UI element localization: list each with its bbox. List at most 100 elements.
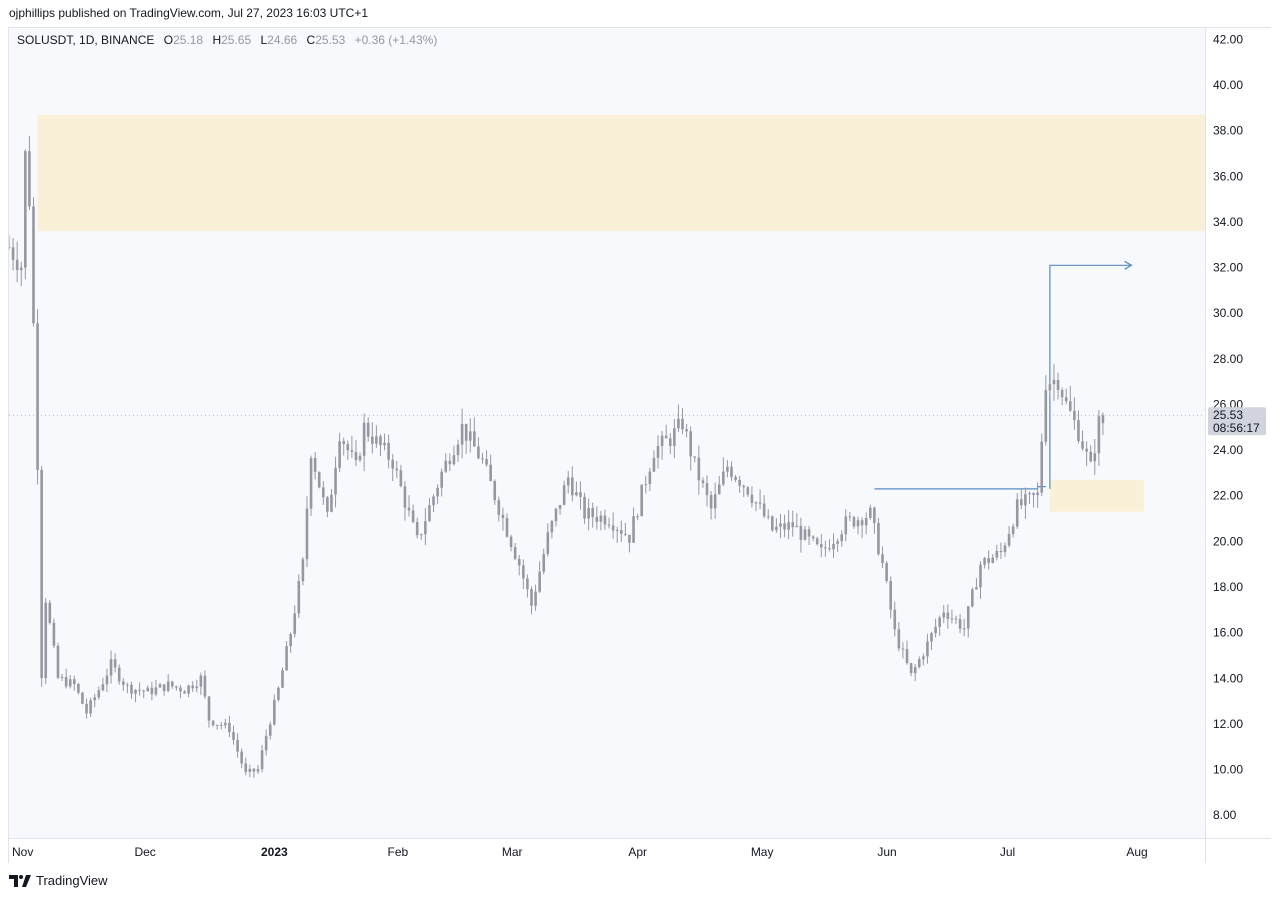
- legend-open-label: O: [163, 33, 174, 47]
- scale-corner: [1205, 838, 1271, 863]
- candle-body: [840, 534, 844, 542]
- candle-body: [701, 480, 705, 484]
- candle-body: [1101, 415, 1105, 424]
- candle-body: [836, 541, 839, 544]
- candle-body: [93, 697, 97, 701]
- candle-body: [513, 547, 517, 559]
- candle-body: [109, 659, 113, 676]
- candle-body: [436, 487, 439, 497]
- price-tick-label: 18.00: [1213, 580, 1243, 594]
- supply-demand-zone: [37, 114, 1205, 232]
- legend-high-label: H: [212, 33, 222, 47]
- candle-body: [179, 687, 182, 692]
- time-scale[interactable]: Nov Dec 2023 Feb Mar Apr May Jun Jul Aug: [9, 838, 1205, 863]
- candle-body: [452, 455, 456, 465]
- candle-body: [889, 580, 892, 610]
- candle-body: [730, 466, 733, 478]
- candle-body: [946, 612, 950, 619]
- candle-body: [481, 458, 484, 460]
- symbol-legend[interactable]: SOLUSDT, 1D, BINANCE O25.18 H25.65 L24.6…: [17, 33, 437, 47]
- publisher-line: ojphillips published on TradingView.com,…: [9, 6, 369, 20]
- candle-body: [440, 471, 443, 488]
- candle-body: [660, 435, 664, 447]
- candle-body: [464, 423, 468, 441]
- candle-body: [766, 516, 770, 518]
- candle-body: [1024, 494, 1027, 506]
- candle-body: [1089, 451, 1093, 462]
- candle-body: [762, 503, 766, 517]
- candle-body: [599, 515, 603, 522]
- candle-body: [995, 550, 999, 558]
- candle-body: [138, 689, 141, 691]
- candle-body: [130, 684, 133, 694]
- footer-brand-text: TradingView: [36, 873, 108, 888]
- candle-body: [828, 548, 831, 550]
- candle-body: [448, 460, 452, 465]
- candle-body: [656, 446, 660, 458]
- candle-body: [546, 532, 550, 554]
- candle-body: [832, 543, 835, 550]
- candle-body: [317, 471, 321, 488]
- candle-body: [893, 609, 897, 630]
- candle-body: [432, 496, 435, 506]
- candle-body: [391, 459, 394, 469]
- candle-body: [538, 571, 541, 592]
- candle-body: [248, 768, 252, 772]
- candle-body: [999, 550, 1003, 553]
- candle-body: [1052, 379, 1056, 385]
- candle-body: [758, 502, 762, 504]
- legend-close-label: C: [306, 33, 316, 47]
- price-tick-label: 22.00: [1213, 489, 1243, 503]
- candle-body: [1077, 420, 1080, 442]
- price-tick-label: 30.00: [1213, 306, 1243, 320]
- price-tick-label: 40.00: [1213, 78, 1243, 92]
- candle-body: [419, 534, 423, 536]
- candle-body: [603, 515, 607, 525]
- candle-body: [640, 484, 643, 517]
- chart-plot-area[interactable]: [9, 28, 1205, 838]
- candle-body: [36, 323, 39, 470]
- candle-body: [877, 523, 880, 555]
- price-tick-label: 14.00: [1213, 671, 1243, 685]
- footer-brand[interactable]: TradingView: [9, 873, 108, 888]
- price-tick-label: 20.00: [1213, 534, 1243, 548]
- candle-body: [309, 458, 313, 509]
- time-tick-label: Apr: [628, 845, 647, 859]
- price-scale[interactable]: 42.00 40.00 38.00 36.00 34.00 32.00 30.00 28.00…: [1205, 28, 1271, 838]
- candle-body: [950, 618, 954, 620]
- candle-body: [183, 691, 186, 694]
- candle-body: [424, 521, 427, 535]
- candle-body: [19, 267, 23, 271]
- candle-body: [783, 523, 786, 530]
- candle-body: [591, 507, 595, 517]
- candle-body: [636, 516, 639, 518]
- candle-body: [909, 663, 913, 674]
- candle-body: [232, 732, 235, 740]
- candle-body: [64, 676, 68, 687]
- candle-body: [509, 536, 513, 548]
- candle-body: [868, 507, 872, 518]
- candle-body: [885, 562, 888, 581]
- supply-demand-zone: [1049, 479, 1144, 512]
- candle-body: [689, 431, 692, 457]
- candle-body: [224, 722, 227, 726]
- candle-body: [966, 606, 970, 629]
- candle-body: [346, 444, 350, 451]
- candle-body: [938, 617, 941, 627]
- candle-body: [575, 492, 578, 496]
- candle-body: [1093, 453, 1097, 462]
- candle-body: [166, 681, 170, 692]
- candle-body: [297, 581, 301, 614]
- candle-body: [415, 522, 419, 536]
- candle-body: [615, 530, 619, 532]
- candle-body: [709, 495, 713, 509]
- candle-body: [558, 504, 562, 509]
- candle-body: [717, 484, 721, 495]
- legend-low-value: 24.66: [267, 33, 298, 47]
- candle-body: [15, 259, 19, 271]
- candle-body: [693, 456, 697, 458]
- candle-body: [742, 485, 746, 488]
- target-arrow-line: [1049, 264, 1132, 489]
- candle-body: [1073, 410, 1076, 421]
- candle-body: [799, 525, 803, 540]
